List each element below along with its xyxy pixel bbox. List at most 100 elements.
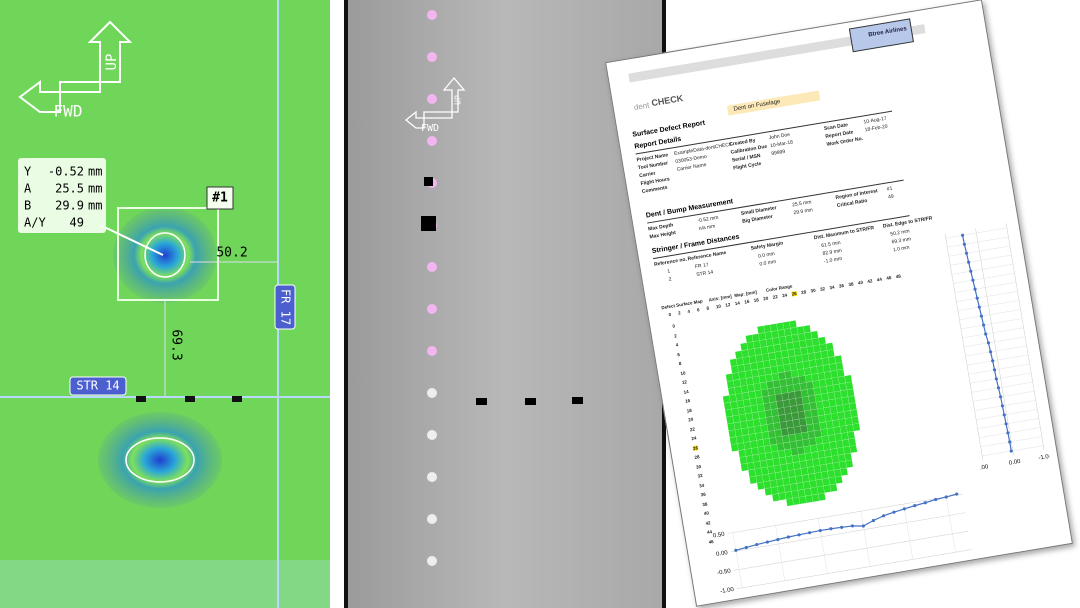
marker xyxy=(421,216,436,231)
map-cell xyxy=(747,384,755,392)
map-cell xyxy=(793,383,801,392)
map-cell xyxy=(766,459,774,467)
map-cell xyxy=(743,441,752,450)
map-row-label: 20 xyxy=(687,416,694,423)
map-cell xyxy=(792,419,801,427)
map-cell xyxy=(753,461,761,469)
map-cell xyxy=(741,427,749,436)
grid-line xyxy=(956,291,1018,302)
map-cell xyxy=(754,390,763,398)
map-cell xyxy=(769,437,777,446)
profile-point xyxy=(829,527,833,531)
map-cell xyxy=(774,386,782,395)
profile-point xyxy=(892,510,896,514)
map-cell xyxy=(750,440,758,449)
map-cell xyxy=(774,429,782,438)
table-header: Safety Margin xyxy=(750,240,784,252)
grid-line xyxy=(963,336,1026,348)
fastener xyxy=(136,396,146,402)
map-cell xyxy=(777,407,785,416)
map-cell xyxy=(791,412,799,421)
map-cell xyxy=(764,487,772,496)
map-cell xyxy=(796,439,804,448)
map-cell xyxy=(735,428,743,437)
map-cell xyxy=(726,380,735,389)
map-cell xyxy=(795,397,803,406)
map-cell xyxy=(790,405,798,414)
limit: 1.0 mm xyxy=(892,244,910,254)
map-cell xyxy=(776,478,784,487)
map-cell xyxy=(834,433,842,442)
map-row-label: 4 xyxy=(675,342,679,348)
map-row-label: 12 xyxy=(681,379,688,385)
map-cell xyxy=(781,428,789,437)
map-cell xyxy=(833,426,841,435)
map-cell xyxy=(775,393,783,402)
map-cell xyxy=(815,358,823,367)
map-cell xyxy=(815,479,824,487)
map-cell xyxy=(844,453,852,461)
map-column-label: 18 xyxy=(753,297,760,303)
map-cell xyxy=(818,493,826,501)
map-cell xyxy=(823,364,831,373)
map-cell xyxy=(765,374,773,382)
defect-tag: Dent on Fuselage xyxy=(726,90,821,116)
map-cell xyxy=(732,372,740,381)
map-cell xyxy=(823,485,831,493)
map-cell xyxy=(826,463,834,471)
profile-point xyxy=(962,242,966,246)
map-cell xyxy=(753,340,761,349)
map-cell xyxy=(815,436,823,445)
grid-line xyxy=(951,263,1014,275)
profile-point xyxy=(975,296,979,300)
map-cell xyxy=(767,387,776,396)
map-cell xyxy=(818,457,827,466)
map-cell xyxy=(804,488,812,496)
map-cell xyxy=(770,366,778,374)
map-cell xyxy=(831,455,840,464)
map-cell xyxy=(835,362,844,371)
map-cell xyxy=(763,402,771,411)
map-cell xyxy=(770,323,778,332)
measure-value: -0.52 xyxy=(48,165,84,179)
map-cell xyxy=(776,322,784,331)
map-cell xyxy=(745,412,753,421)
grid-line xyxy=(965,345,1027,357)
field-value: n/a mm xyxy=(698,223,716,233)
map-cell xyxy=(795,354,803,363)
marker-box xyxy=(206,186,234,210)
field-value: #1 xyxy=(886,185,893,193)
map-cell xyxy=(845,417,853,426)
map-cell xyxy=(756,361,765,370)
map-cell xyxy=(774,464,782,473)
map-cell xyxy=(818,379,827,388)
map-cell xyxy=(778,336,787,345)
rivet xyxy=(427,304,437,314)
map-cell xyxy=(770,444,778,452)
map-cell xyxy=(763,480,771,489)
map-cell xyxy=(740,385,749,394)
map-cell xyxy=(801,431,809,440)
map-cell xyxy=(825,420,834,429)
map-row-label: 34 xyxy=(698,482,705,489)
map-cell xyxy=(816,365,825,374)
grid-line xyxy=(945,227,1007,239)
map-cell xyxy=(751,411,760,420)
map-cell xyxy=(763,324,772,333)
map-row-label: 10 xyxy=(679,369,686,376)
map-cell xyxy=(762,395,770,404)
map-cell xyxy=(753,383,762,391)
map-cell xyxy=(816,443,824,452)
grid-line xyxy=(950,254,1012,266)
map-cell xyxy=(783,363,791,372)
map-cell xyxy=(844,375,852,383)
map-cell xyxy=(728,429,736,438)
profile-point xyxy=(977,305,981,309)
map-cell xyxy=(740,420,748,429)
map-cell xyxy=(781,350,789,358)
map-cell xyxy=(814,472,823,481)
map-cell xyxy=(773,344,781,353)
profile-point xyxy=(999,395,1003,399)
map-cell xyxy=(752,333,760,342)
map-cell xyxy=(803,403,811,412)
